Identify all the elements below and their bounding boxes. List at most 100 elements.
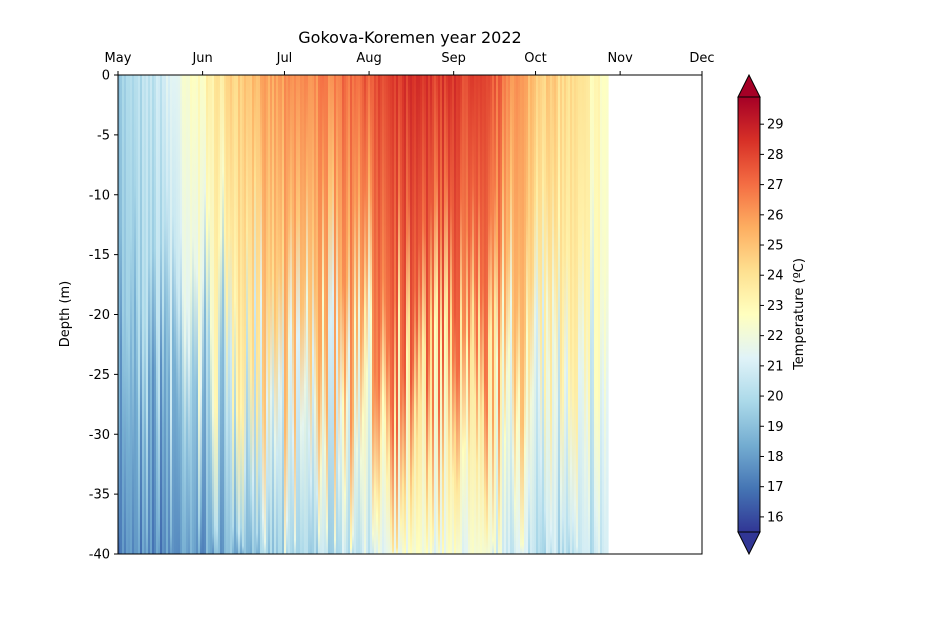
heatmap-column [260,75,263,554]
colorbar-tick-label: 24 [767,269,784,284]
heatmap-column [420,75,423,554]
heatmap-column [278,75,281,554]
heatmap-column [536,75,539,554]
heatmap-column [560,75,563,554]
heatmap-column [178,75,181,554]
heatmap-column [120,75,123,554]
colorbar-tick-label: 23 [767,299,784,314]
heatmap-column [562,75,565,554]
heatmap-column [386,75,389,554]
heatmap-column [166,75,169,554]
heatmap-column [216,75,219,554]
heatmap-column [146,75,149,554]
heatmap-column [194,75,197,554]
heatmap-column [308,75,311,554]
heatmap-column [584,75,587,554]
x-tick-label: Nov [607,51,633,66]
heatmap-column [466,75,469,554]
heatmap-column [330,75,333,554]
heatmap-column [172,75,175,554]
heatmap-column [390,75,393,554]
heatmap-column [270,75,273,554]
heatmap-column [140,75,143,554]
heatmap-column [500,75,503,554]
heatmap-column [548,75,551,554]
heatmap-column [410,75,413,554]
heatmap-column [498,75,501,554]
heatmap-column [320,75,323,554]
heatmap-column [348,75,351,554]
heatmap-column [288,75,291,554]
heatmap-column [168,75,171,554]
heatmap-column [180,75,183,554]
heatmap-column [550,75,553,554]
heatmap-column [248,75,251,554]
y-tick-label: -35 [89,488,110,503]
heatmap-column [226,75,229,554]
heatmap-column [558,75,561,554]
heatmap-column [284,75,287,554]
heatmap-column [398,75,401,554]
x-axis-top: May Jun Jul Aug Sep Oct Nov Dec [105,51,715,75]
heatmap-column [318,75,321,554]
heatmap-column [122,75,125,554]
y-axis: 0 -5 -10 -15 -20 -25 -30 -35 -40 [89,69,118,563]
heatmap-column [516,75,519,554]
heatmap-column [256,75,259,554]
heatmap-column [572,75,575,554]
heatmap-column [218,75,221,554]
heatmap-column [210,75,213,554]
heatmap-column [310,75,313,554]
heatmap-column [588,75,591,554]
heatmap-column [196,75,199,554]
heatmap-column [426,75,429,554]
heatmap-column [362,75,365,554]
heatmap-column [400,75,403,554]
x-tick-label: Oct [524,51,546,66]
heatmap-column [132,75,135,554]
heatmap-column [450,75,453,554]
heatmap-column [514,75,517,554]
heatmap-column [154,75,157,554]
heatmap-column [480,75,483,554]
heatmap-column [568,75,571,554]
heatmap-column [412,75,415,554]
heatmap-column [494,75,497,554]
heatmap-column [458,75,461,554]
x-tick-label: Sep [441,51,466,66]
heatmap-column [510,75,513,554]
heatmap-column [228,75,231,554]
colorbar-tick-label: 28 [767,148,784,163]
heatmap-column [392,75,395,554]
heatmap-column [344,75,347,554]
heatmap-column [290,75,293,554]
heatmap-column [352,75,355,554]
heatmap-column [460,75,463,554]
heatmap-column [246,75,249,554]
colorbar-tick-label: 21 [767,359,784,374]
heatmap-column [366,75,369,554]
x-tick-label: May [105,51,132,66]
heatmap-column [336,75,339,554]
heatmap-column [384,75,387,554]
heatmap-column [492,75,495,554]
heatmap-column [300,75,303,554]
heatmap-column [124,75,127,554]
y-tick-label: -15 [89,248,110,263]
colorbar-tick-label: 27 [767,178,784,193]
heatmap-column [424,75,427,554]
heatmap-column [552,75,555,554]
heatmap-column [490,75,493,554]
heatmap-column [292,75,295,554]
heatmap-column [534,75,537,554]
heatmap-column [502,75,505,554]
x-tick-label: Aug [356,51,381,66]
heatmap-column [474,75,477,554]
heatmap-column [136,75,139,554]
heatmap-column [462,75,465,554]
heatmap-column [252,75,255,554]
y-tick-label: -5 [97,128,110,143]
heatmap-column [446,75,449,554]
heatmap-column [372,75,375,554]
heatmap-column [302,75,305,554]
